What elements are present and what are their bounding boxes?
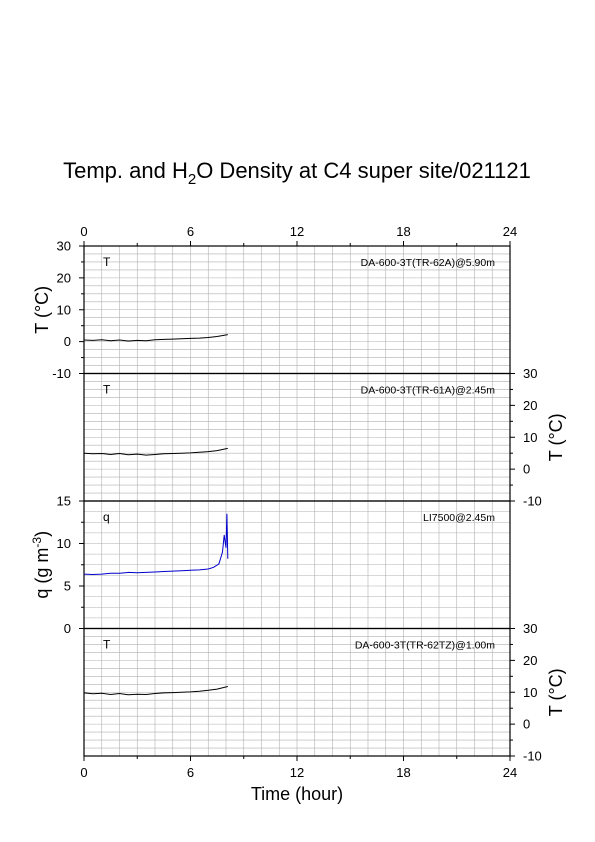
- series-line: [83, 447, 228, 456]
- y-tick-label: 10: [57, 536, 71, 551]
- sensor-label: DA-600-3T(TR-62TZ)@1.00m: [355, 640, 495, 652]
- x-tick-label: 24: [503, 765, 517, 780]
- x-tick-label: 24: [503, 224, 517, 239]
- x-axis-label: Time (hour): [251, 784, 343, 804]
- y-tick-label: -10: [523, 749, 542, 764]
- x-tick-label: 6: [187, 765, 194, 780]
- y-tick-label: -10: [523, 494, 542, 509]
- panel-1: -10 0 10 20 30 T (°C) T DA-600-3T(TR-62A)@5.90m: [32, 239, 511, 381]
- y-tick-label: 5: [64, 579, 71, 594]
- panel-letter: T: [103, 255, 111, 269]
- x-tick-label: 18: [396, 765, 410, 780]
- y-tick-label: 30: [523, 366, 537, 381]
- y-tick-label: 10: [523, 430, 537, 445]
- y-axis-label: T (°C): [546, 668, 566, 716]
- x-tick-label: 0: [80, 765, 87, 780]
- panel-letter: T: [103, 383, 111, 397]
- sensor-label: DA-600-3T(TR-62A)@5.90m: [361, 257, 496, 269]
- y-axis-label: q (g m-3): [30, 531, 52, 599]
- y-axis-label: T (°C): [546, 413, 566, 461]
- series-line: [83, 513, 229, 576]
- x-tick-label: 12: [290, 765, 304, 780]
- y-tick-label: 20: [57, 270, 71, 285]
- y-tick-label: 10: [57, 302, 71, 317]
- y-tick-label: 20: [523, 398, 537, 413]
- y-tick-label: 15: [57, 494, 71, 509]
- x-axis-bottom: 0 6 12 18 24: [80, 756, 517, 780]
- y-tick-label: 0: [64, 621, 71, 636]
- panel-2: -10 0 10 20 30 T (°C) T DA-600-3T(TR-61A)@2.45m: [83, 366, 566, 509]
- x-tick-label: 18: [396, 224, 410, 239]
- y-tick-label: 30: [523, 621, 537, 636]
- panels: -10 0 10 20 30 T (°C) T DA-600-3T(TR-62A)@5.90m…: [30, 239, 566, 764]
- x-tick-label: 12: [290, 224, 304, 239]
- y-axis-label: T (°C): [32, 286, 52, 334]
- series-line: [83, 686, 228, 696]
- y-tick-label: 20: [523, 653, 537, 668]
- y-tick-label: 10: [523, 685, 537, 700]
- y-tick-label: -10: [52, 366, 71, 381]
- chart-title: Temp. and H2O Density at C4 super site/0…: [63, 158, 531, 188]
- y-tick-label: 0: [523, 462, 530, 477]
- panel-letter: q: [103, 510, 110, 524]
- sensor-label: LI7500@2.45m: [423, 512, 495, 524]
- y-tick-label: 0: [64, 334, 71, 349]
- panel-letter: T: [103, 638, 111, 652]
- x-tick-label: 6: [187, 224, 194, 239]
- panel-4: -10 0 10 20 30 T (°C) T DA-600-3T(TR-62TZ)@1.00…: [83, 621, 566, 764]
- panel-3: 0 5 10 15 q (g m-3) q LI7500@2.45m: [30, 494, 511, 636]
- y-tick-label: 0: [523, 717, 530, 732]
- series-line: [83, 334, 228, 342]
- sensor-label: DA-600-3T(TR-61A)@2.45m: [361, 385, 496, 397]
- x-axis-top: 0 6 12 18 24: [80, 224, 517, 246]
- y-tick-label: 30: [57, 239, 71, 254]
- x-tick-label: 0: [80, 224, 87, 239]
